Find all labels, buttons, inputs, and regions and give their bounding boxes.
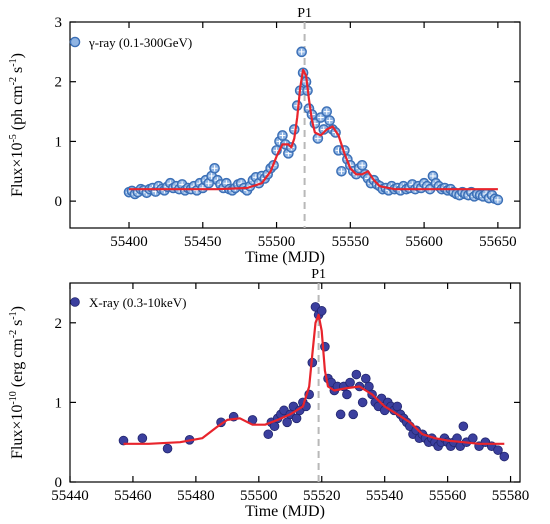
chart1-fit-line bbox=[129, 68, 498, 191]
chart2-data-point bbox=[499, 451, 510, 462]
chart2-ytick-label: 2 bbox=[55, 316, 63, 332]
chart2-data-point bbox=[493, 445, 503, 455]
chart1-xlabel: Time (MJD) bbox=[245, 249, 325, 266]
chart1-data-point-cross bbox=[323, 108, 330, 115]
chart2-data-point bbox=[137, 433, 148, 444]
chart1-ylabel: Flux×10-5 (ph cm-2 s-1) bbox=[8, 53, 26, 197]
chart2-xlabel: Time (MJD) bbox=[245, 503, 325, 520]
chart1-data-point-cross bbox=[494, 196, 501, 203]
chart1-legend-label: γ-ray (0.1-300GeV) bbox=[88, 35, 192, 50]
chart2-data-point bbox=[357, 397, 368, 408]
chart2-data-point bbox=[342, 389, 352, 400]
chart2-data-point bbox=[458, 421, 469, 432]
chart2-xtick-label: 55540 bbox=[366, 488, 404, 504]
chart2-ytick-label: 0 bbox=[55, 475, 63, 491]
chart2-data-point bbox=[263, 429, 274, 440]
chart1-p1-label: P1 bbox=[297, 6, 312, 21]
chart1-data-point-cross bbox=[338, 168, 345, 175]
chart1: 55400 55450 55500 55550 55600 55650 0 1 2 3 Time (… bbox=[8, 6, 521, 266]
chart1-ytick-label: 2 bbox=[55, 75, 63, 91]
chart2-ytick-label: 1 bbox=[55, 395, 63, 411]
chart2-data-point bbox=[392, 401, 403, 412]
chart2-xtick-label: 55520 bbox=[303, 488, 341, 504]
chart1-xtick-label: 55550 bbox=[332, 234, 370, 250]
chart2-xtick-label: 55580 bbox=[492, 488, 530, 504]
chart1-data-point-cross bbox=[279, 132, 286, 139]
chart2-fit-line bbox=[123, 313, 505, 445]
chart1-ytick-label: 3 bbox=[55, 15, 63, 31]
chart2-legend-label: X-ray (0.3-10keV) bbox=[89, 295, 186, 310]
chart1-data-point-cross bbox=[205, 180, 212, 187]
chart1-legend-marker bbox=[69, 36, 81, 48]
chart2-axes-frame bbox=[69, 282, 521, 483]
chart2-data-point bbox=[316, 306, 327, 316]
chart2-data-point bbox=[291, 413, 302, 424]
chart2-ylabel: Flux×10-10 (erg cm-2 s-1) bbox=[8, 306, 26, 459]
chart1-xtick-label: 55500 bbox=[258, 234, 296, 250]
chart1-data-point-cross bbox=[317, 114, 324, 121]
chart2-xtick-label: 55460 bbox=[114, 488, 152, 504]
chart2-p1-label: P1 bbox=[311, 267, 326, 282]
chart1-ytick-label: 0 bbox=[55, 194, 63, 210]
chart2-data-point bbox=[361, 373, 371, 384]
chart1-data-point-cross bbox=[429, 173, 436, 180]
chart2-data-point bbox=[348, 409, 359, 420]
chart2-data-point bbox=[282, 417, 292, 428]
chart2-xtick-label: 55560 bbox=[429, 488, 467, 504]
chart1-data-point-cross bbox=[211, 165, 218, 172]
chart1-data-point-cross bbox=[326, 117, 333, 124]
chart2-xtick-label: 55480 bbox=[177, 488, 215, 504]
chart2-xtick-label: 55440 bbox=[51, 488, 89, 504]
chart1-xtick-label: 55400 bbox=[110, 234, 148, 250]
chart2: 55440 55460 55480 55500 55520 55540 55560 55580… bbox=[8, 267, 529, 520]
chart1-data-point-cross bbox=[314, 135, 321, 142]
chart1-ytick-label: 1 bbox=[55, 134, 63, 150]
chart1-data-point-cross bbox=[208, 173, 215, 180]
chart1-data-point-cross bbox=[359, 162, 366, 169]
chart2-data-point bbox=[351, 369, 362, 380]
chart1-xtick-label: 55650 bbox=[479, 234, 517, 250]
chart2-data-point bbox=[335, 409, 346, 420]
chart1-xtick-label: 55600 bbox=[405, 234, 443, 250]
chart1-axes-frame bbox=[69, 21, 521, 229]
chart1-data-point-cross bbox=[298, 48, 305, 55]
chart2-data-point bbox=[162, 443, 173, 454]
chart2-data-point bbox=[345, 377, 355, 388]
chart2-xtick-label: 55500 bbox=[240, 488, 278, 504]
chart1-xtick-label: 55450 bbox=[184, 234, 222, 250]
chart2-legend-marker bbox=[70, 297, 80, 307]
chart2-data-point bbox=[467, 433, 478, 444]
